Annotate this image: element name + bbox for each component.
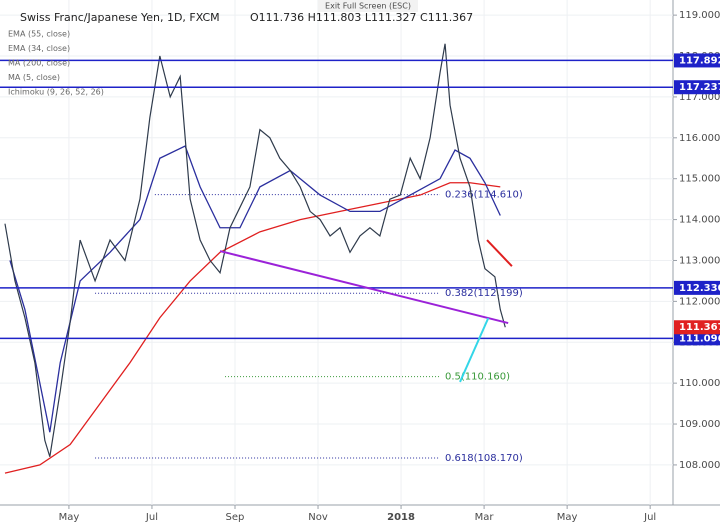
level-box	[674, 80, 720, 95]
y-tick-label: 113.000	[679, 255, 720, 266]
fib-label: 0.382(112.199)	[445, 288, 523, 299]
y-tick-label: 116.000	[679, 133, 720, 144]
fib-label: 0.618(108.170)	[445, 453, 523, 464]
level-label: 111.096	[679, 333, 720, 344]
x-tick-label: Jul	[145, 512, 158, 523]
study-label: EMA (55, close)	[8, 30, 70, 39]
plot: 0.236(114.610) 0.382(112.199) 0.5(110.160)…	[0, 0, 673, 505]
x-tick-label: Sep	[226, 512, 245, 523]
level-label: 117.237	[679, 82, 720, 93]
y-tick-label: 117.000	[679, 92, 720, 103]
y-tick-label: 110.000	[679, 378, 720, 389]
fib-label: 0.5(110.160)	[445, 372, 510, 383]
study-label: MA (5, close)	[8, 73, 60, 82]
price-line	[4, 43, 506, 457]
exit-box[interactable]	[318, 0, 418, 12]
x-tick-label: 2018	[387, 512, 415, 523]
study-label: MA (200, close)	[8, 59, 70, 68]
indicator-line	[4, 182, 501, 474]
fib-label: 0.236(114.610)	[445, 190, 523, 201]
studies: EMA (55, close) EMA (34, close) MA (200, c…	[8, 30, 104, 97]
trendline	[219, 250, 509, 325]
level-label: 111.367	[679, 322, 720, 333]
y-tick-label: 112.000	[679, 296, 720, 307]
y-tick-label: 114.000	[679, 215, 720, 226]
level-box	[674, 331, 720, 346]
level-box	[674, 53, 720, 68]
ohlc: O111.736 H111.803 L111.327 C111.367	[250, 11, 473, 24]
study-label: Ichimoku (9, 26, 52, 26)	[8, 88, 104, 97]
y-tick-label: 109.000	[679, 419, 720, 430]
study-label: EMA (34, close)	[8, 44, 70, 53]
exit-text[interactable]: Exit Full Screen (ESC)	[325, 2, 411, 11]
trendline	[486, 239, 513, 267]
x-tick-label: Nov	[308, 512, 328, 523]
level-label: 117.892	[679, 55, 720, 66]
x-tick-label: Jul	[643, 512, 656, 523]
level-label: 112.330	[679, 283, 720, 294]
trendline	[459, 317, 490, 383]
x-tick-label: Mar	[475, 512, 495, 523]
symbol: Swiss Franc/Japanese Yen, 1D, FXCM	[20, 11, 220, 24]
level-box	[674, 320, 720, 335]
y-tick-label: 115.000	[679, 174, 720, 185]
y-tick-label: 119.000	[679, 10, 720, 21]
y-tick-label: 108.000	[679, 460, 720, 471]
x-tick-label: May	[59, 512, 80, 523]
x-tick-label: May	[557, 512, 578, 523]
level-box	[674, 280, 720, 295]
